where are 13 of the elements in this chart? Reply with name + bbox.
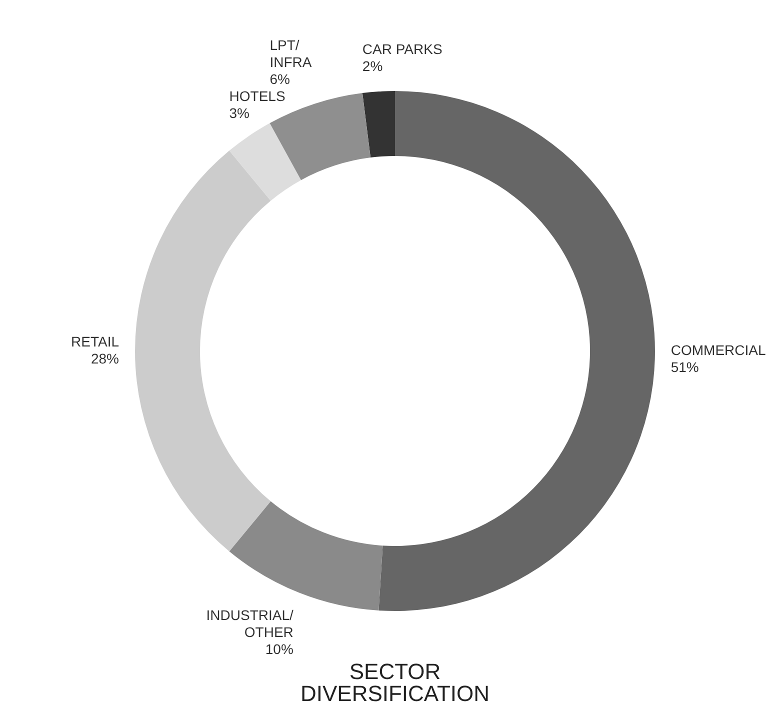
- data-label: 6%: [270, 70, 290, 87]
- data-label: 28%: [90, 350, 119, 366]
- slice-label: COMMERCIAL: [670, 342, 766, 358]
- data-label: 2%: [362, 58, 383, 74]
- data-label: 10%: [265, 640, 294, 657]
- data-label: 3%: [229, 105, 250, 122]
- text: SECTOR DIVERSIFICATION: [300, 659, 490, 706]
- slice-label: CAR PARKS: [362, 40, 442, 57]
- slice-label: RETAIL: [71, 333, 120, 350]
- data-label: 51%: [670, 359, 699, 376]
- slice-label: LPT/INFRA: [270, 36, 312, 70]
- slice-label: HOTELS: [229, 88, 286, 104]
- slice-label: INDUSTRIAL/OTHER: [206, 606, 294, 640]
